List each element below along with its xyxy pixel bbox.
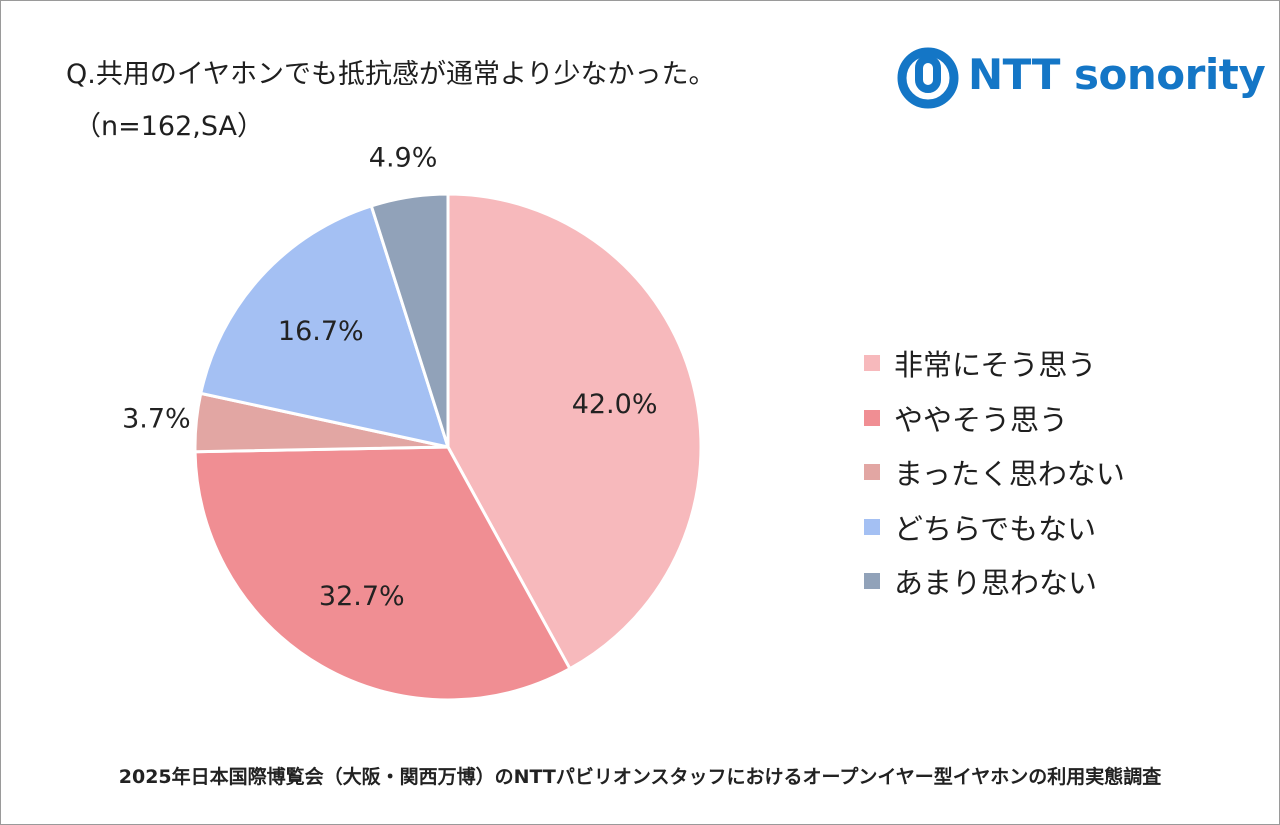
chart-legend: 非常にそう思う ややそう思うまったく思わない どちらでもない あまり思わない <box>864 336 1125 609</box>
legend-item: あまり思わない <box>864 554 1125 609</box>
legend-label: まったく思わない <box>894 457 1125 492</box>
legend-label: どちらでもない <box>894 511 1097 546</box>
pie-chart: 42.0% 32.7% 3.7% 16.7% 4.9% <box>122 143 703 702</box>
legend-item: ややそう思う <box>864 391 1125 446</box>
chart-subtitle: （n=162,SA） <box>74 111 264 142</box>
legend-item: 非常にそう思う <box>864 336 1125 391</box>
pie-data-label: 16.7% <box>278 316 364 347</box>
legend-swatch <box>864 464 880 481</box>
pie-data-label: 4.9% <box>369 143 438 174</box>
pie-data-label: 42.0% <box>572 389 658 420</box>
pie-slice <box>446 192 703 671</box>
legend-swatch <box>864 573 880 590</box>
pie-slice <box>193 445 572 702</box>
legend-label: ややそう思う <box>894 402 1069 437</box>
pie-slice <box>369 192 450 449</box>
legend-item: どちらでもない <box>864 500 1125 555</box>
pie-slice <box>199 204 450 449</box>
chart-title: Q.共用のイヤホンでも抵抗感が通常より少なかった。 <box>66 59 716 90</box>
legend-swatch <box>864 409 880 426</box>
legend-swatch <box>864 355 880 372</box>
pie-data-label: 3.7% <box>122 404 191 435</box>
legend-label: あまり思わない <box>894 566 1098 601</box>
legend-label: 非常にそう思う <box>894 348 1097 383</box>
footer-caption: 2025年日本国際博覧会（大阪・関西万博）のNTTパビリオンスタッフにおけるオー… <box>118 766 1162 788</box>
legend-item: まったく思わない <box>864 445 1125 500</box>
pie-data-label: 32.7% <box>319 581 405 612</box>
brand-logo: NTT sonority <box>896 46 1266 110</box>
legend-swatch <box>864 518 880 535</box>
ntt-logo-icon <box>897 47 959 109</box>
brand-logo-text: NTT sonority <box>968 50 1266 99</box>
